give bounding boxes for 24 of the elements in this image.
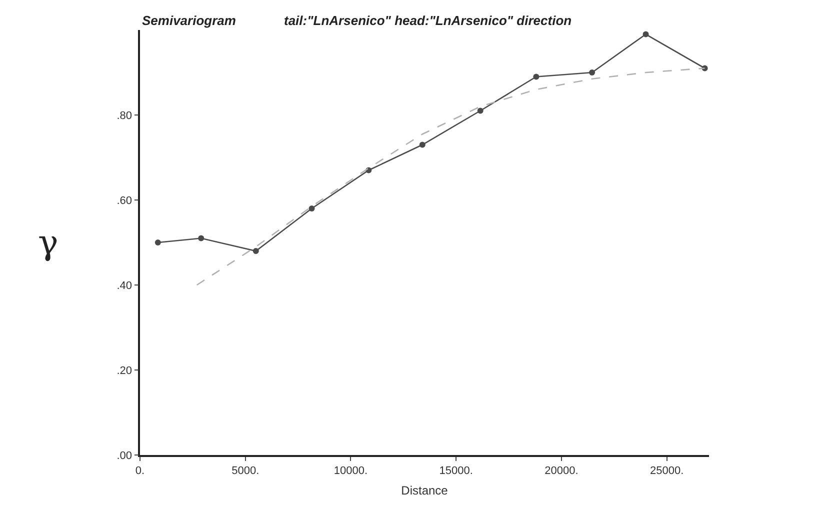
point <box>477 108 484 114</box>
point <box>642 31 649 38</box>
point <box>252 248 259 254</box>
point <box>589 70 596 76</box>
x-tick-label: 10000. <box>334 464 368 477</box>
point <box>198 235 204 242</box>
y-axis-title: γ <box>38 223 58 263</box>
x-tick-label: 25000. <box>650 464 684 477</box>
x-tick-label: 5000. <box>232 464 260 477</box>
point <box>533 74 540 80</box>
point <box>308 206 315 212</box>
y-tick-label: .40 <box>116 280 132 292</box>
y-tick-label: .60 <box>116 194 132 207</box>
y-tick-label: .20 <box>116 364 132 377</box>
x-tick-label: 15000. <box>439 464 473 477</box>
x-tick-label: 0. <box>135 464 145 477</box>
x-axis-title: Distance <box>401 483 448 498</box>
x-tick-label: 20000. <box>544 464 578 477</box>
y-tick-label: .00 <box>116 450 132 462</box>
chart-title: Semivariogram <box>142 13 236 28</box>
y-tick-label: .80 <box>116 110 132 122</box>
point <box>154 240 161 246</box>
point <box>419 142 426 148</box>
chart-subtitle: tail:"LnArsenico" head:"LnArsenico" direction <box>284 13 572 28</box>
